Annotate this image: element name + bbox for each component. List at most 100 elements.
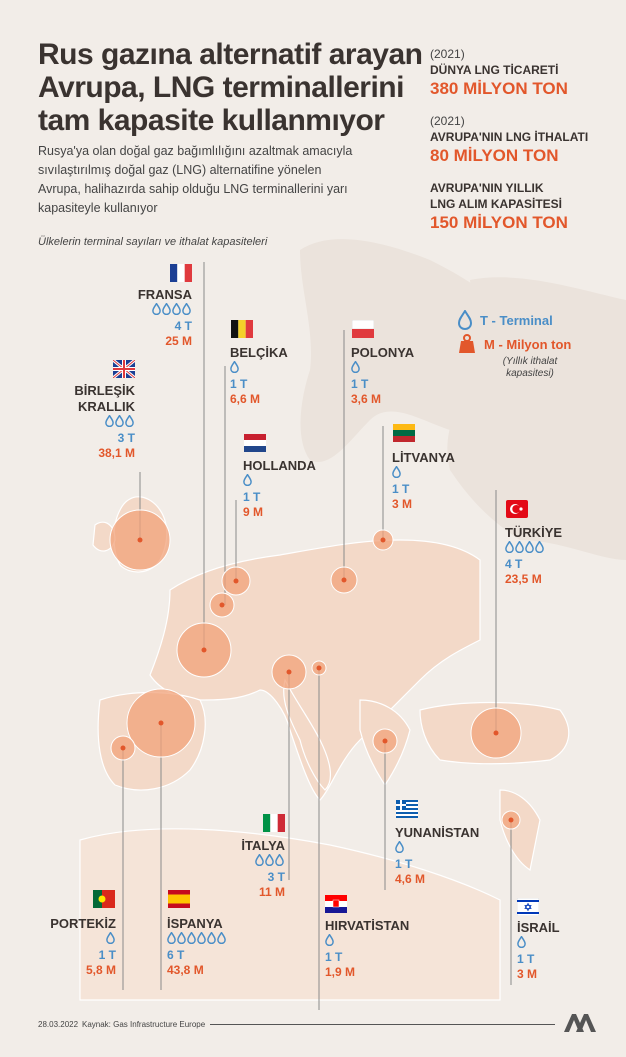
stat-europe-capacity-label2: LNG ALIM KAPASİTESİ (430, 197, 562, 211)
terminal-count: 6 T (167, 948, 185, 962)
flag-ispanya (168, 890, 190, 908)
capacity-value: 4,6 M (395, 872, 426, 886)
terminal-count: 1 T (351, 377, 369, 391)
aa-logo-icon (564, 1014, 596, 1032)
country-israil: İSRAİL 1 T 3 M (517, 920, 560, 982)
stat-europe-import: (2021) AVRUPA'NIN LNG İTHALATI 80 MİLYON… (430, 113, 588, 166)
flame-drop-icon (138, 302, 192, 319)
stat-world-year: (2021) (430, 47, 465, 61)
terminal-count: 4 T (505, 557, 523, 571)
country-name: HOLLANDA (243, 458, 316, 473)
capacity-value: 3,6 M (351, 392, 382, 406)
flame-drop-icon (125, 414, 134, 428)
terminal-count: 3 T (267, 870, 285, 884)
capacity-value: 3 M (392, 497, 413, 511)
title-line-1: Rus gazına alternatif arayan (38, 38, 423, 71)
flame-drop-icon (187, 931, 196, 945)
stat-world-value: 380 MİLYON TON (430, 79, 568, 98)
flame-drop-icon (265, 853, 274, 867)
country-name: İSPANYA (167, 916, 223, 931)
terminal-count: 1 T (243, 490, 261, 504)
country-litvanya: LİTVANYA 1 T 3 M (392, 450, 455, 512)
legend-million-ton-label: M - Milyon ton (484, 336, 572, 352)
capacity-value: 38,1 M (98, 446, 135, 460)
country-name: FRANSA (137, 287, 192, 302)
flame-drop-icon (525, 540, 534, 554)
flag-birlesik-krallik (113, 360, 135, 378)
flame-drop-icon (395, 840, 404, 854)
flame-drop-icon (458, 310, 472, 330)
country-hirvatistan: HIRVATİSTAN 1 T 1,9 M (325, 918, 409, 980)
capacity-value: 5,8 M (85, 963, 116, 977)
flame-drop-icon (115, 414, 124, 428)
footer-divider (210, 1024, 555, 1025)
flag-polonya (352, 320, 374, 338)
footer-source: Kaynak: Gas Infrastructure Europe (82, 1020, 206, 1029)
flame-drop-icon (167, 931, 176, 945)
flame-drop-icon (230, 360, 288, 377)
description: Rusya'ya olan doğal gaz bağımlılığını az… (38, 142, 408, 218)
country-fransa: FRANSA 4 T 25 M (138, 287, 192, 349)
flame-drop-icon (395, 840, 479, 857)
flame-drop-icon (351, 360, 360, 374)
page-title: Rus gazına alternatif arayan Avrupa, LNG… (38, 38, 423, 137)
flame-drop-icon (325, 933, 409, 950)
legend-terminal-label: T - Terminal (480, 312, 553, 328)
flame-drop-icon (392, 465, 401, 479)
title-line-3: tam kapasite kullanmıyor (38, 104, 385, 137)
country-belcika: BELÇİKA 1 T 6,6 M (230, 345, 288, 407)
legend-note-line1: (Yıllık ithalat (502, 356, 558, 367)
country-turkiye: TÜRKİYE 4 T 23,5 M (505, 525, 562, 587)
map-subtitle: Ülkelerin terminal sayıları ve ithalat k… (38, 236, 268, 248)
stat-europe-capacity-value: 150 MİLYON TON (430, 213, 568, 232)
footer-date: 28.03.2022 (38, 1020, 79, 1029)
country-name: HIRVATİSTAN (325, 918, 410, 933)
country-ispanya: İSPANYA 6 T 43,8 M (167, 916, 227, 978)
country-name: BELÇİKA (230, 345, 288, 360)
flame-drop-icon (517, 935, 560, 952)
desc-line-1: Rusya'ya olan doğal gaz bağımlılığını az… (38, 144, 353, 158)
capacity-value: 9 M (243, 505, 264, 519)
stat-europe-capacity-label1: AVRUPA'NIN YILLIK (430, 181, 544, 195)
country-birlesik-krallik: BİRLEŞİK KRALLIK 3 T 38,1 M (74, 383, 135, 461)
country-name: POLONYA (351, 345, 415, 360)
country-italya: İTALYA 3 T 11 M (241, 838, 285, 900)
flame-drop-icon (275, 853, 284, 867)
terminal-count: 1 T (230, 377, 248, 391)
flame-drop-icon (515, 540, 524, 554)
flame-drop-icon (177, 931, 186, 945)
flag-israil (517, 898, 539, 916)
desc-line-3: Avrupa, halihazırda sahip olduğu LNG ter… (38, 182, 348, 196)
flag-portekiz (93, 890, 115, 908)
flame-drop-icon (74, 414, 135, 431)
flame-drop-icon (505, 540, 514, 554)
country-polonya: POLONYA 1 T 3,6 M (351, 345, 414, 407)
flame-drop-icon (230, 360, 239, 374)
terminal-count: 4 T (174, 319, 192, 333)
stat-europe-capacity: AVRUPA'NIN YILLIK LNG ALIM KAPASİTESİ 15… (430, 180, 568, 233)
capacity-value: 23,5 M (505, 572, 542, 586)
country-name: TÜRKİYE (505, 525, 563, 540)
country-yunanistan: YUNANİSTAN 1 T 4,6 M (395, 825, 479, 887)
flame-drop-icon (182, 302, 191, 316)
flame-drop-icon (50, 931, 116, 948)
flame-drop-icon (162, 302, 171, 316)
legend-note: (Yıllık ithalat kapasitesi) (480, 356, 580, 380)
country-name: PORTEKİZ (50, 916, 116, 931)
flame-drop-icon (351, 360, 414, 377)
capacity-value: 25 M (165, 334, 192, 348)
flame-drop-icon (106, 931, 115, 945)
flame-drop-icon (241, 853, 285, 870)
flag-turkiye (506, 500, 528, 518)
flag-fransa (170, 264, 192, 282)
legend-note-line2: kapasitesi) (506, 368, 554, 379)
weight-icon (459, 334, 475, 353)
flame-drop-icon (172, 302, 181, 316)
stat-world-label: DÜNYA LNG TİCARETİ (430, 63, 559, 77)
capacity-value: 1,9 M (325, 965, 356, 979)
stat-europe-import-year: (2021) (430, 114, 465, 128)
legend-terminal: T - Terminal (458, 308, 580, 332)
flame-drop-icon (517, 935, 526, 949)
flame-drop-icon (243, 473, 252, 487)
